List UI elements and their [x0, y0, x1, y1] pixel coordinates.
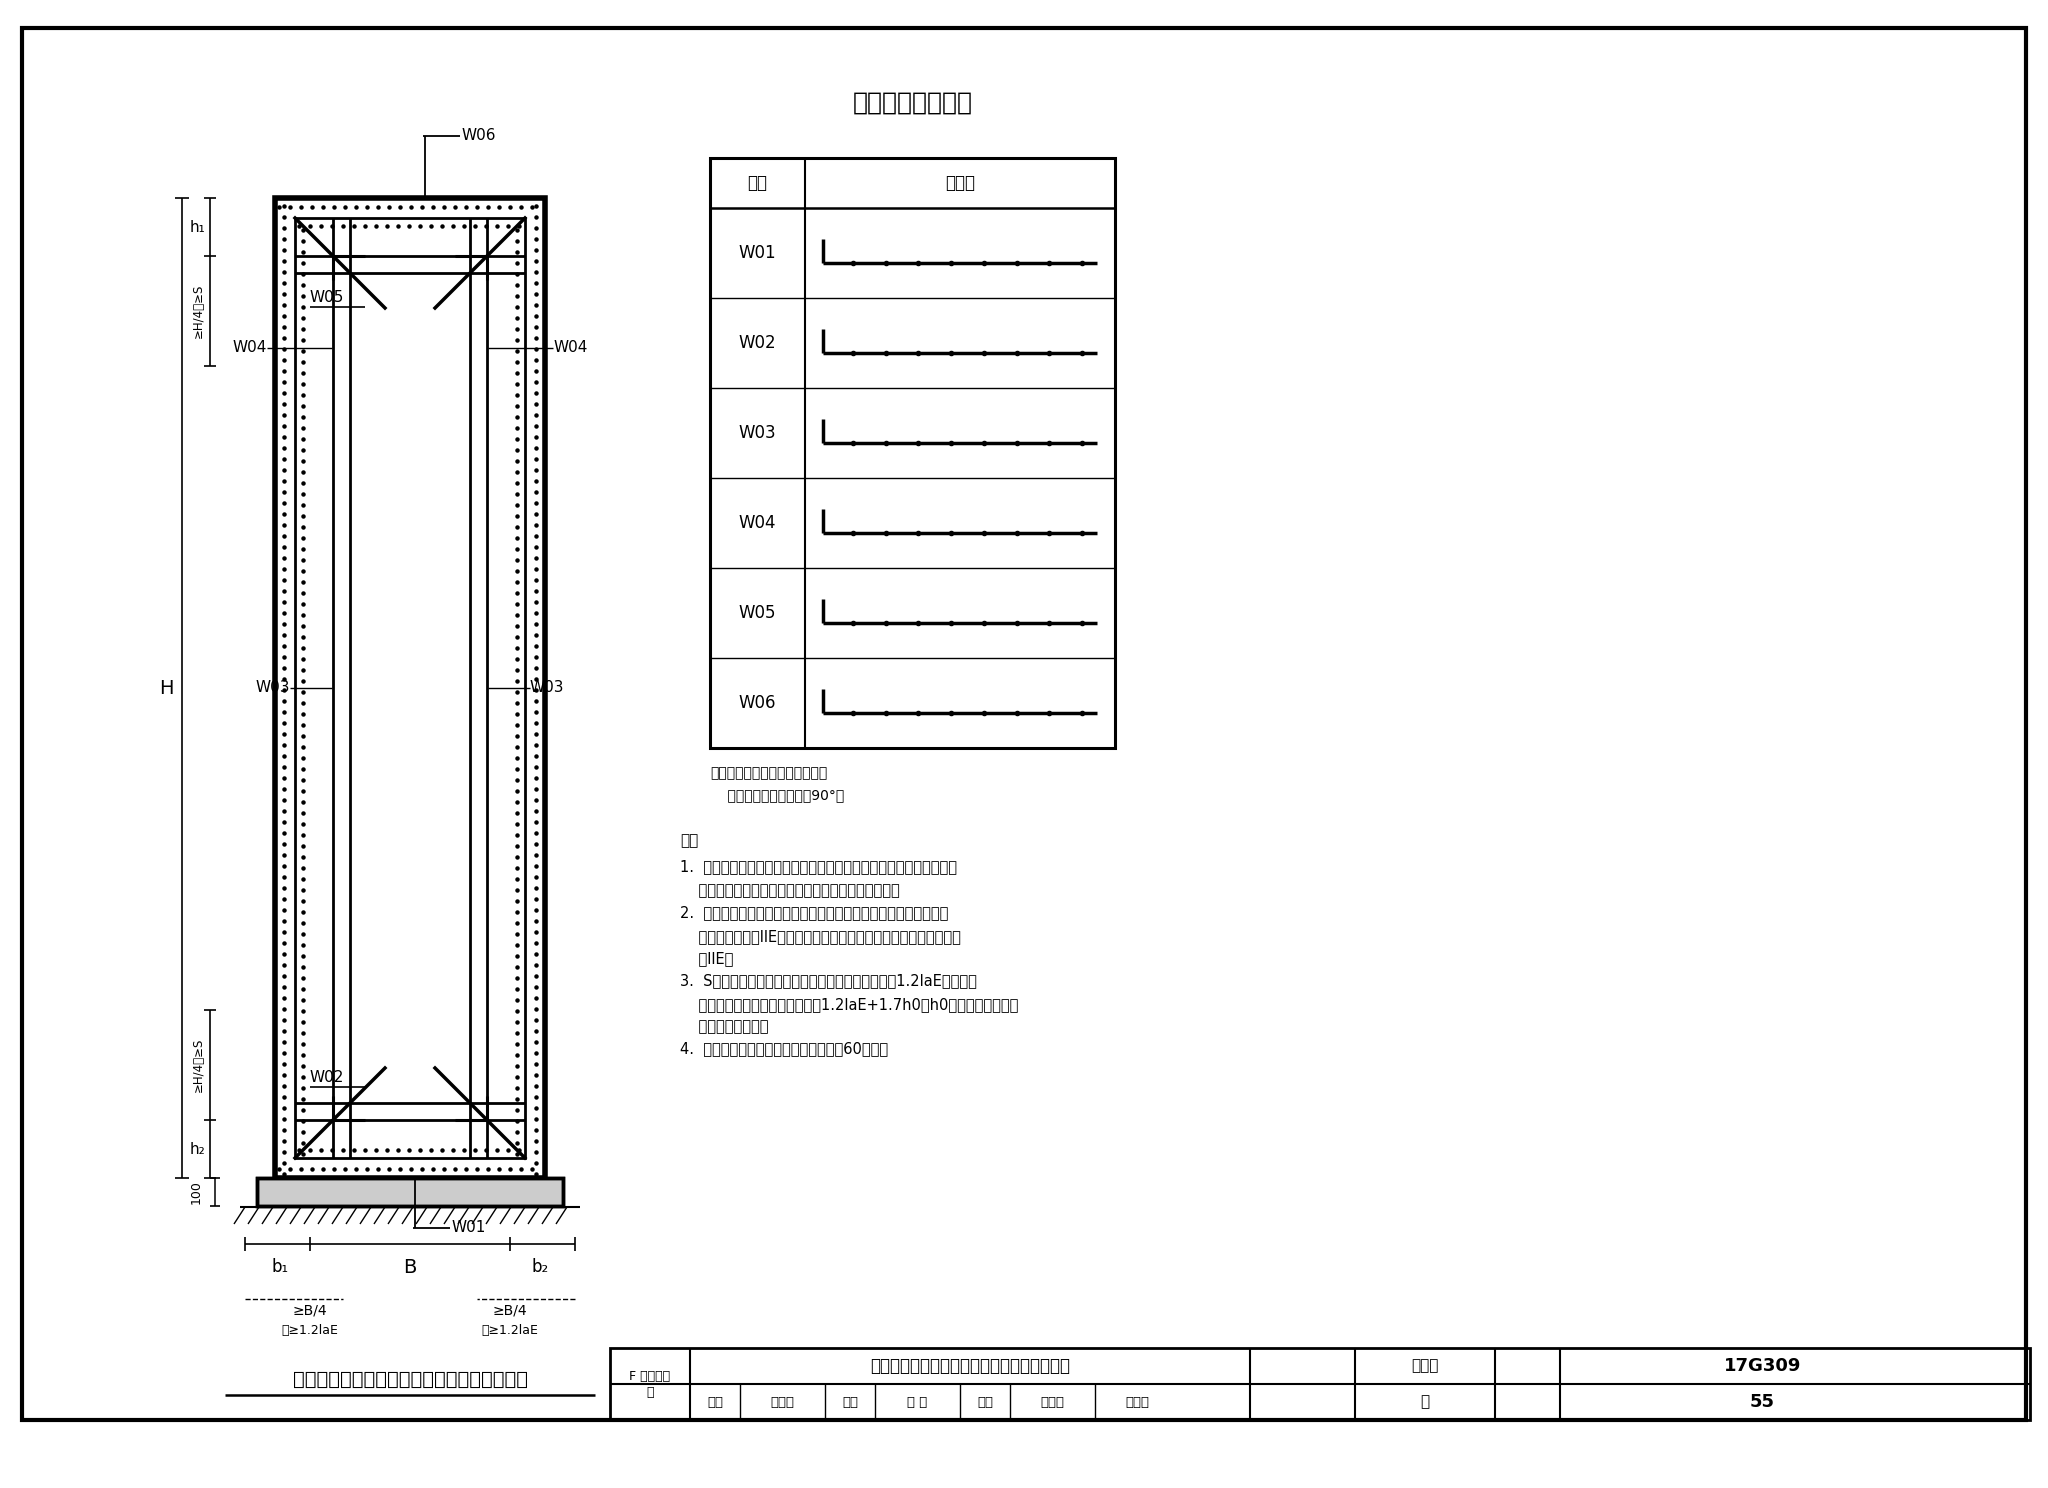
Text: W01: W01 — [453, 1220, 485, 1235]
Text: 孙利军: 孙利军 — [1040, 1396, 1065, 1409]
Text: B: B — [403, 1257, 416, 1277]
Text: 箱涵、管廊单舱钢筋焊接网布置示意图（二）: 箱涵、管廊单舱钢筋焊接网布置示意图（二） — [870, 1357, 1069, 1375]
Text: b₂: b₂ — [530, 1257, 549, 1277]
Text: 注：: 注： — [680, 833, 698, 848]
Text: 简　图: 简 图 — [944, 174, 975, 192]
Text: ≥B/4: ≥B/4 — [293, 1303, 328, 1318]
Text: h₂: h₂ — [188, 1141, 205, 1156]
Text: W06: W06 — [739, 693, 776, 711]
Text: 钢筋焊接网示意图: 钢筋焊接网示意图 — [852, 91, 973, 115]
Text: ≥H/4且≥S: ≥H/4且≥S — [193, 284, 205, 338]
Text: 取llE。: 取llE。 — [680, 951, 733, 966]
Text: W04: W04 — [553, 341, 588, 356]
Bar — [274, 198, 545, 1178]
Text: 100: 100 — [190, 1180, 203, 1204]
Text: W04: W04 — [233, 341, 266, 356]
Text: 且≥1.2laE: 且≥1.2laE — [281, 1324, 338, 1338]
Text: H: H — [160, 679, 174, 698]
Text: 1.  本图仅表示焊接网的布置方法示意，具体使用时需根据实际工程情: 1. 本图仅表示焊接网的布置方法示意，具体使用时需根据实际工程情 — [680, 859, 956, 873]
Text: 况，由专业的设计人员进行钢筋焊接网的深化设计。: 况，由专业的设计人员进行钢筋焊接网的深化设计。 — [680, 882, 899, 897]
Text: 张 伟: 张 伟 — [907, 1396, 928, 1409]
Bar — [256, 1178, 563, 1205]
Text: ≥H/4且≥S: ≥H/4且≥S — [193, 1037, 205, 1092]
Text: W02: W02 — [739, 333, 776, 353]
Text: 图集号: 图集号 — [1411, 1359, 1438, 1373]
Text: W05: W05 — [309, 290, 344, 305]
Text: 归加强: 归加强 — [1126, 1396, 1149, 1409]
Text: W06: W06 — [463, 128, 496, 143]
Text: 箱涵、管廊单舱钢筋焊接网布置示意图（二）: 箱涵、管廊单舱钢筋焊接网布置示意图（二） — [293, 1369, 528, 1388]
Text: 搭接长度需满足llE；沿管廊纵向长度方向钢筋（分布筋）搭接长度: 搭接长度需满足llE；沿管廊纵向长度方向钢筋（分布筋）搭接长度 — [680, 929, 961, 943]
Text: 页: 页 — [1421, 1394, 1430, 1409]
Text: 底板）有效高度。: 底板）有效高度。 — [680, 1019, 768, 1034]
Text: h₁: h₁ — [188, 220, 205, 235]
Text: 施的钢筋；焊接网弯折90°。: 施的钢筋；焊接网弯折90°。 — [711, 789, 844, 802]
Text: W03: W03 — [256, 680, 291, 695]
Text: 17G309: 17G309 — [1724, 1357, 1800, 1375]
Text: W03: W03 — [530, 680, 565, 695]
Text: b₁: b₁ — [272, 1257, 289, 1277]
Text: 编号: 编号 — [748, 174, 768, 192]
Text: 校对: 校对 — [842, 1396, 858, 1409]
Text: W04: W04 — [739, 513, 776, 533]
Text: 且≥1.2laE: 且≥1.2laE — [481, 1324, 539, 1338]
Text: 注：钢筋表中未列出用于施工措: 注：钢筋表中未列出用于施工措 — [711, 766, 827, 780]
Text: 2.  钢筋焊接网主受力钢筋宜采用平搭法，搭接设置在受力较小处，: 2. 钢筋焊接网主受力钢筋宜采用平搭法，搭接设置在受力较小处， — [680, 905, 948, 920]
Text: 55: 55 — [1749, 1393, 1776, 1411]
Text: 3.  S满足：一个跨度内混凝土外侧不全是受拉区时取1.2laE；一个跨: 3. S满足：一个跨度内混凝土外侧不全是受拉区时取1.2laE；一个跨 — [680, 973, 977, 988]
Text: 白生翔: 白生翔 — [770, 1396, 795, 1409]
Text: 4.  焊接网构造弯折见角隅处构造图（第60页）。: 4. 焊接网构造弯折见角隅处构造图（第60页）。 — [680, 1042, 889, 1056]
Text: 度内混凝土外侧全是受拉区时取1.2laE+1.7h0，h0为截面（侧壁或顶: 度内混凝土外侧全是受拉区时取1.2laE+1.7h0，h0为截面（侧壁或顶 — [680, 997, 1018, 1012]
Bar — [610, 1348, 2030, 1420]
Bar — [256, 1178, 563, 1205]
Text: ≥B/4: ≥B/4 — [494, 1303, 526, 1318]
Text: W03: W03 — [739, 424, 776, 442]
Bar — [295, 219, 524, 1158]
Text: W02: W02 — [309, 1070, 344, 1086]
Text: W05: W05 — [739, 604, 776, 622]
Text: F 箱涵、管
廊: F 箱涵、管 廊 — [629, 1369, 670, 1399]
Text: W01: W01 — [739, 244, 776, 262]
Bar — [711, 158, 1114, 748]
Text: 审核: 审核 — [707, 1396, 723, 1409]
Text: 设计: 设计 — [977, 1396, 993, 1409]
